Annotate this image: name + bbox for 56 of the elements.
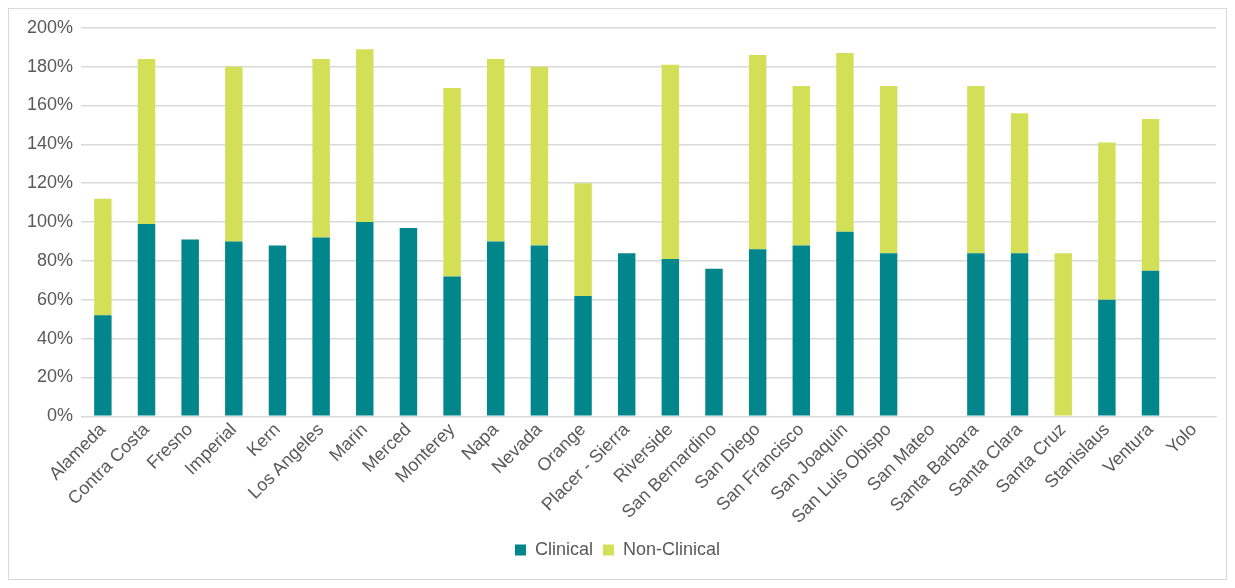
bar: [94, 198, 112, 316]
bar: [1098, 299, 1116, 416]
bar: [181, 239, 199, 416]
bar: [1141, 270, 1160, 416]
y-tick-label: 0%: [47, 405, 74, 426]
bar: [617, 253, 636, 416]
bar: [879, 253, 898, 416]
bar: [94, 315, 112, 416]
y-tick-label: 60%: [37, 288, 74, 309]
bar: [487, 241, 505, 416]
bar: [1010, 253, 1029, 416]
y-tick-label: 180%: [26, 55, 74, 76]
bar: [443, 88, 461, 277]
bar: [1054, 253, 1072, 416]
bar: [443, 276, 461, 416]
bar: [312, 237, 330, 416]
y-tick-label: 140%: [26, 133, 74, 154]
bar: [661, 64, 680, 259]
bar: [530, 66, 549, 246]
bar: [356, 222, 374, 416]
bar: [137, 58, 156, 225]
bar: [879, 86, 898, 254]
bar: [705, 268, 723, 416]
bar: [792, 245, 811, 416]
bar: [792, 86, 811, 246]
bar: [661, 258, 680, 416]
bar: [312, 58, 330, 238]
y-tick-label: 20%: [37, 366, 74, 387]
y-tick-label: 200%: [26, 16, 74, 37]
bar: [487, 58, 505, 242]
bar: [1010, 113, 1029, 254]
bar: [399, 227, 418, 416]
bar: [225, 66, 243, 242]
bar: [574, 183, 592, 296]
y-tick-label: 120%: [26, 172, 74, 193]
legend-label: Non-Clinical: [622, 538, 721, 559]
bar: [530, 245, 549, 416]
y-tick-label: 160%: [26, 94, 74, 115]
y-tick-label: 40%: [37, 327, 74, 348]
bar: [967, 253, 985, 416]
bar: [748, 55, 767, 250]
bar: [836, 231, 854, 416]
y-tick-label: 100%: [26, 211, 74, 232]
x-tick-label: Yolo: [1162, 419, 1201, 458]
bar: [967, 86, 985, 254]
bar: [1098, 142, 1116, 300]
y-tick-label: 80%: [37, 249, 74, 270]
bar: [225, 241, 243, 416]
bar: [356, 49, 374, 223]
bar: [574, 295, 592, 416]
bar: [1141, 119, 1160, 271]
bar: [748, 249, 767, 416]
bar: [836, 53, 854, 232]
legend-label: Clinical: [534, 538, 594, 559]
bar: [268, 245, 287, 416]
bar: [137, 224, 156, 416]
